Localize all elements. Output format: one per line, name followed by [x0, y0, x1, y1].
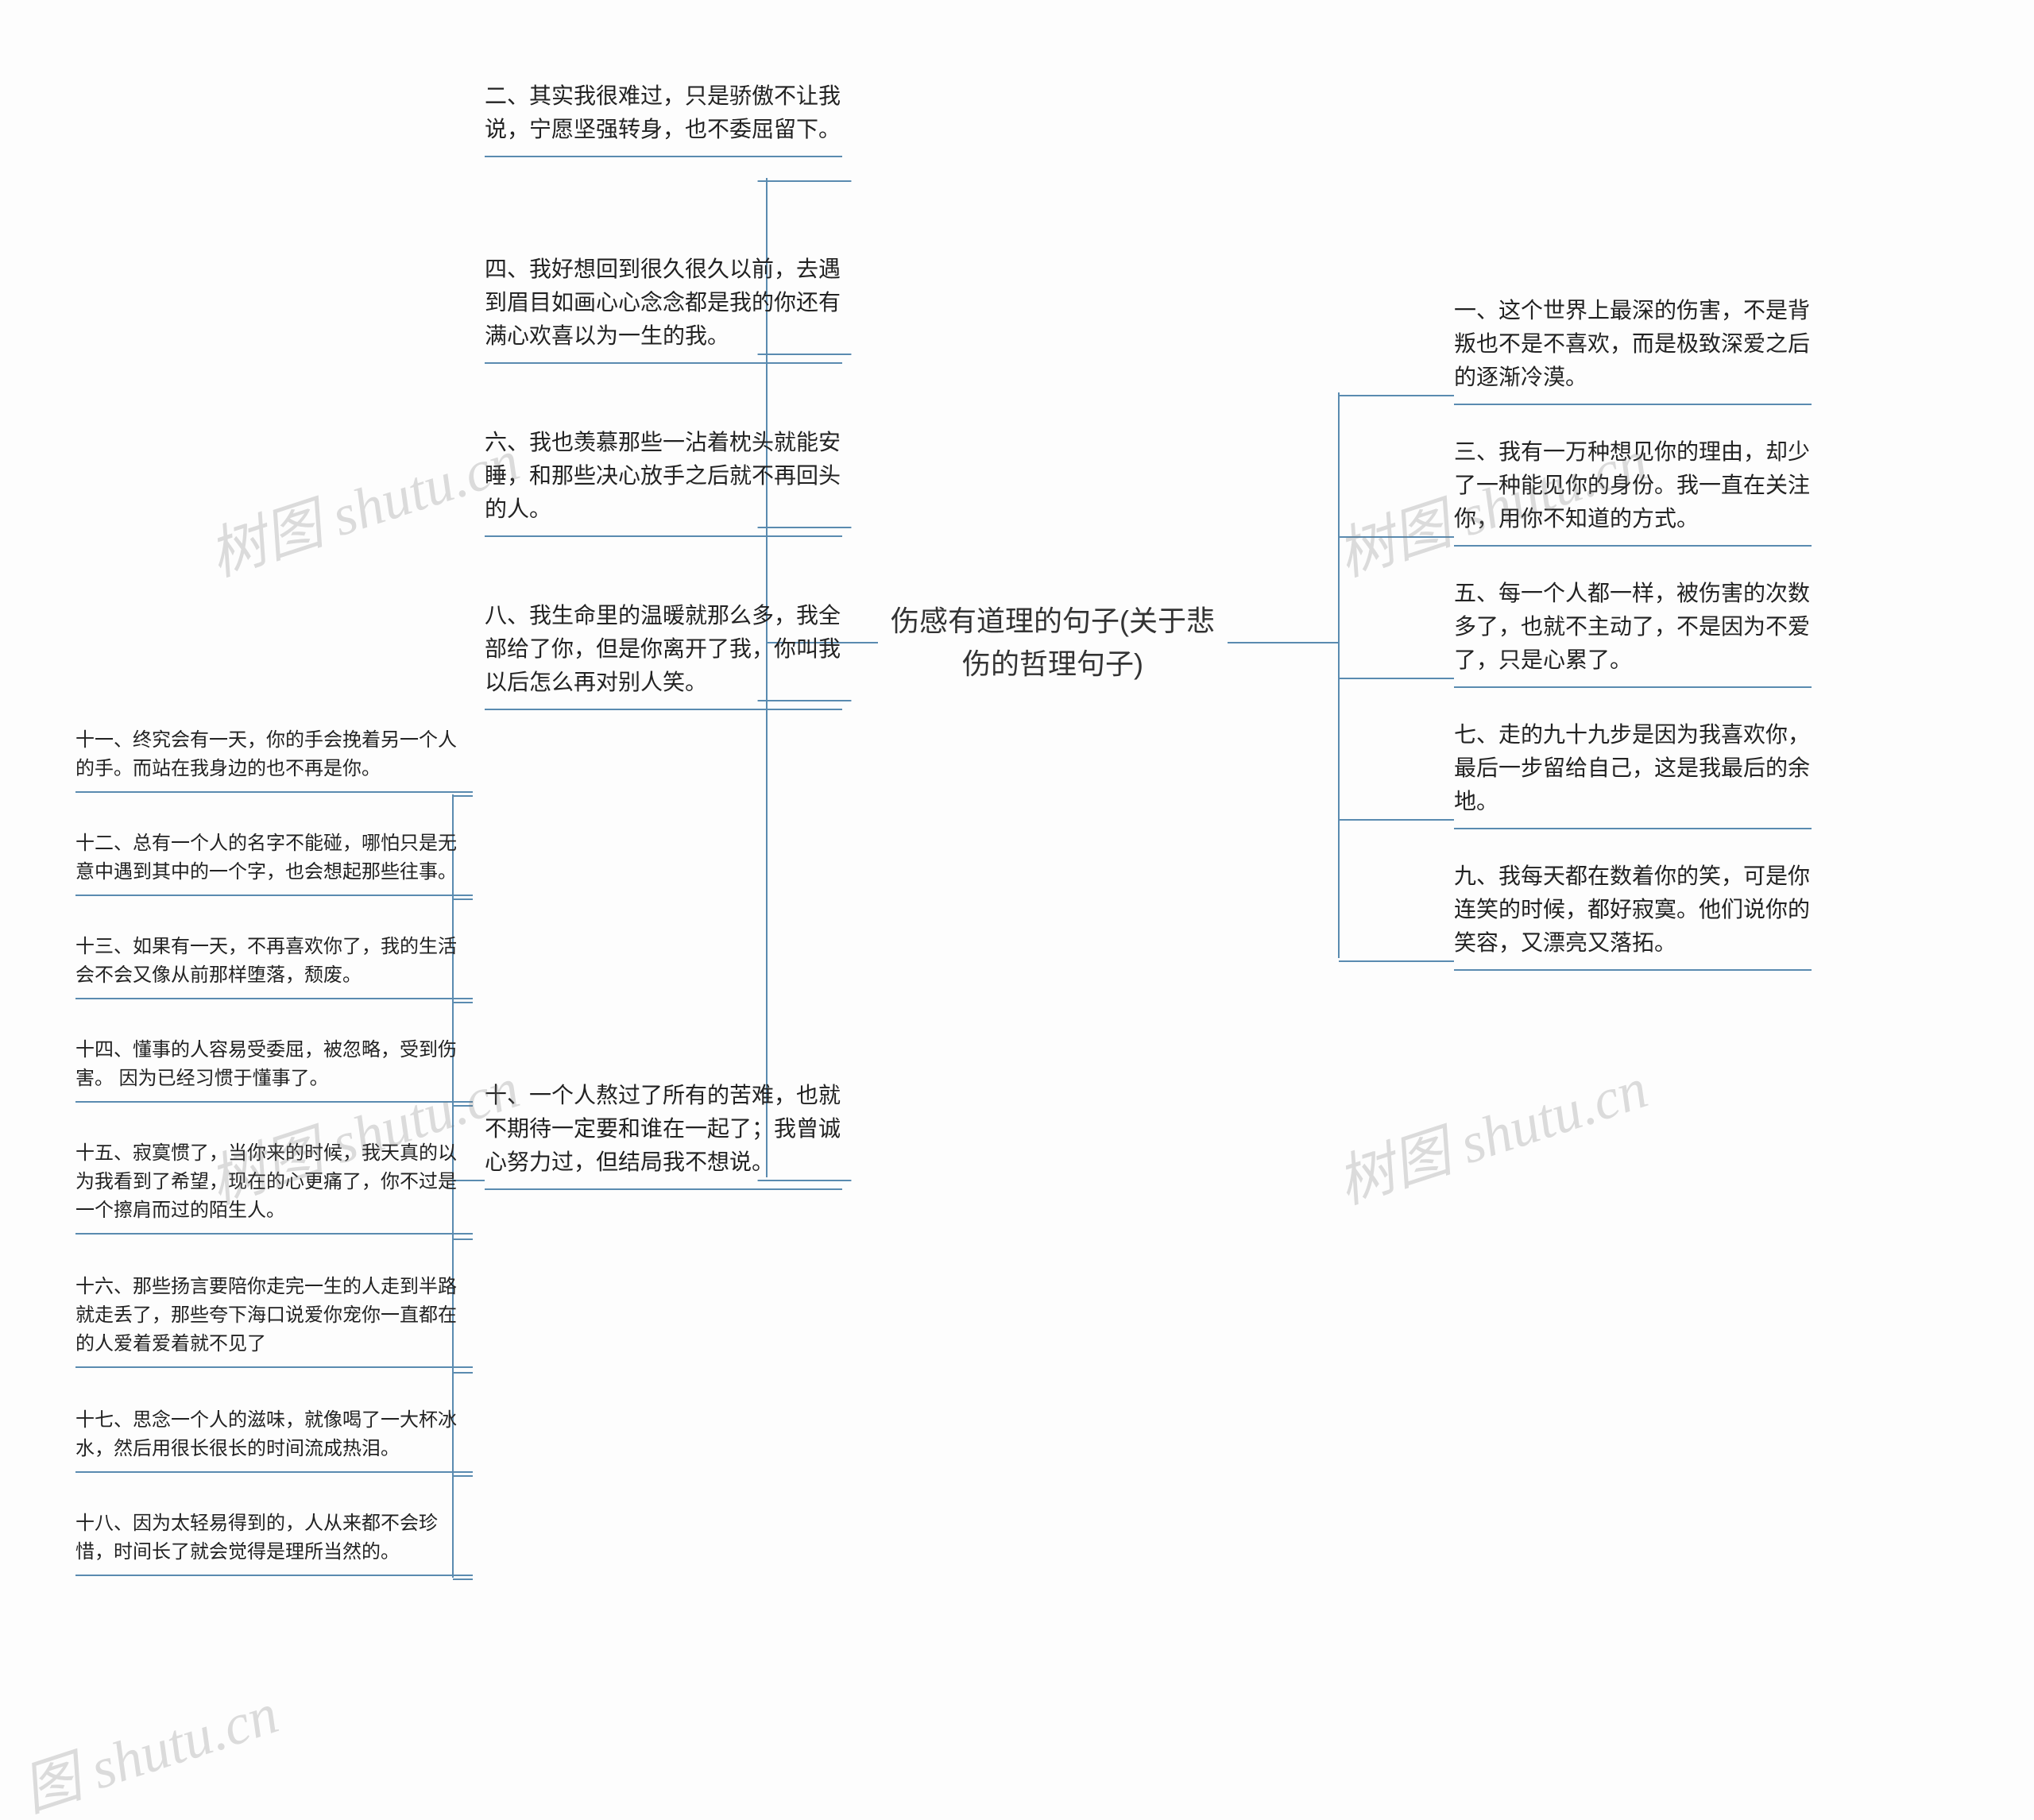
watermark: 树图 shutu.cn: [1325, 1041, 1657, 1219]
leaf-3: 十四、懂事的人容易受委屈，被忽略，受到伤害。 因为已经习惯于懂事了。: [75, 1036, 473, 1103]
left-branch-4: 十、一个人熬过了所有的苦难，也就不期待一定要和谁在一起了；我曾诚心努力过，但结局…: [485, 1079, 842, 1190]
leaf-2: 十三、如果有一天，不再喜欢你了，我的生活会不会又像从前那样堕落，颓废。: [75, 933, 473, 999]
watermark: 图 shutu.cn: [10, 1667, 287, 1820]
mindmap-canvas: 伤感有道理的句子(关于悲伤的哲理句子) 一、这个世界上最深的伤害，不是背叛也不是不…: [0, 0, 2034, 1820]
left-branch-0: 二、其实我很难过，只是骄傲不让我说，宁愿坚强转身，也不委屈留下。: [485, 79, 842, 157]
right-branch-2: 五、每一个人都一样，被伤害的次数多了，也就不主动了，不是因为不爱了，只是心累了。: [1454, 577, 1812, 688]
leaf-7: 十八、因为太轻易得到的，人从来都不会珍惜，时间长了就会觉得是理所当然的。: [75, 1509, 473, 1576]
root-node: 伤感有道理的句子(关于悲伤的哲理句子): [878, 600, 1228, 686]
left-branch-1: 四、我好想回到很久很久以前，去遇到眉目如画心心念念都是我的你还有满心欢喜以为一生…: [485, 253, 842, 364]
right-branch-4: 九、我每天都在数着你的笑，可是你连笑的时候，都好寂寞。他们说你的笑容，又漂亮又落…: [1454, 860, 1812, 971]
leaf-1: 十二、总有一个人的名字不能碰，哪怕只是无意中遇到其中的一个字，也会想起那些往事。: [75, 829, 473, 896]
right-branch-1: 三、我有一万种想见你的理由，却少了一种能见你的身份。我一直在关注你，用你不知道的…: [1454, 435, 1812, 547]
leaf-4: 十五、寂寞惯了，当你来的时候，我天真的以为我看到了希望，现在的心更痛了，你不过是…: [75, 1139, 473, 1235]
right-branch-0: 一、这个世界上最深的伤害，不是背叛也不是不喜欢，而是极致深爱之后的逐渐冷漠。: [1454, 294, 1812, 405]
leaf-5: 十六、那些扬言要陪你走完一生的人走到半路就走丢了，那些夸下海口说爱你宠你一直都在…: [75, 1273, 473, 1368]
left-branch-3: 八、我生命里的温暖就那么多，我全部给了你，但是你离开了我，你叫我以后怎么再对别人…: [485, 599, 842, 710]
right-branch-3: 七、走的九十九步是因为我喜欢你，最后一步留给自己，这是我最后的余地。: [1454, 718, 1812, 829]
left-branch-2: 六、我也羡慕那些一沾着枕头就能安睡，和那些决心放手之后就不再回头的人。: [485, 426, 842, 537]
leaf-6: 十七、思念一个人的滋味，就像喝了一大杯冰水，然后用很长很长的时间流成热泪。: [75, 1406, 473, 1473]
watermark: 树图 shutu.cn: [197, 413, 528, 592]
leaf-0: 十一、终究会有一天，你的手会挽着另一个人的手。而站在我身边的也不再是你。: [75, 726, 473, 793]
